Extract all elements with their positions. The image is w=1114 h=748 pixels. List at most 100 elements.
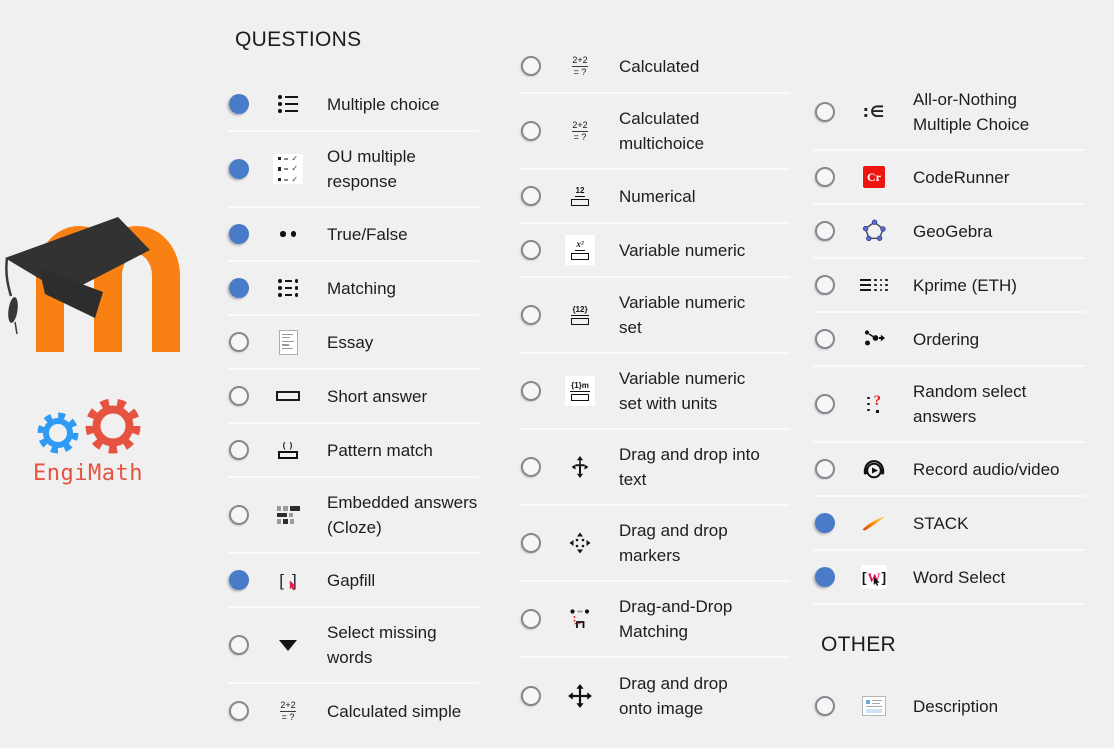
question-type-label: Numerical	[619, 186, 696, 206]
question-type-description[interactable]: Description	[813, 679, 1085, 733]
move-cross-icon	[565, 681, 595, 711]
question-type-label: Short answer	[327, 386, 428, 406]
document-icon	[273, 327, 303, 357]
radio-numerical[interactable]	[521, 186, 541, 206]
radio-select-missing-words[interactable]	[229, 635, 249, 655]
question-type-ordering[interactable]: Ordering	[813, 313, 1085, 367]
radio-record-audio-video[interactable]	[815, 459, 835, 479]
ordering-icon	[859, 324, 889, 354]
radio-gapfill[interactable]	[229, 570, 249, 590]
question-type-variable-numeric[interactable]: x² Variable numeric	[519, 224, 790, 278]
radio-random-select-answers[interactable]	[815, 394, 835, 414]
questions-column-2: 2+2 = ? Calculated 2+2 = ? Calculated mult…	[519, 40, 790, 734]
question-type-essay[interactable]: Essay	[227, 316, 479, 370]
question-type-drag-and-drop-into-text[interactable]: Drag and drop into text	[519, 430, 790, 506]
radio-ordering[interactable]	[815, 329, 835, 349]
questions-column-3: :∈ All-or-Nothing Multiple Choice Cr Cod…	[813, 75, 1085, 733]
question-type-label: GeoGebra	[913, 221, 993, 241]
drag-drop-matching-icon	[565, 604, 595, 634]
radio-variable-numeric-set[interactable]	[521, 305, 541, 325]
radio-true-false[interactable]	[229, 224, 249, 244]
dropdown-arrow-icon	[273, 630, 303, 660]
radio-multiple-choice[interactable]	[229, 94, 249, 114]
list-icon	[273, 89, 303, 119]
question-type-ou-multiple-response[interactable]: ✓ ✓ ✓ OU multiple response	[227, 132, 479, 208]
question-type-label: Select missing words	[327, 623, 437, 667]
question-type-kprime-eth[interactable]: Kprime (ETH)	[813, 259, 1085, 313]
question-type-label: Calculated simple	[327, 701, 462, 721]
question-type-multiple-choice[interactable]: Multiple choice	[227, 78, 479, 132]
radio-matching[interactable]	[229, 278, 249, 298]
radio-description[interactable]	[815, 696, 835, 716]
question-type-label: Description	[913, 696, 999, 716]
word-select-icon: [W]	[859, 562, 889, 592]
gears-icon	[37, 398, 141, 454]
question-type-calculated-multichoice[interactable]: 2+2 = ? Calculated multichoice	[519, 94, 790, 170]
math-sum-icon: 2+2 = ?	[280, 699, 296, 722]
question-type-label: Ordering	[913, 329, 980, 349]
question-type-calculated[interactable]: 2+2 = ? Calculated	[519, 40, 790, 94]
pattern-match-icon: ( )	[273, 435, 303, 465]
question-type-pattern-match[interactable]: ( ) Pattern match	[227, 424, 479, 478]
question-type-matching[interactable]: Matching	[227, 262, 479, 316]
geogebra-icon	[859, 216, 889, 246]
question-type-label: Variable numeric set with units	[619, 369, 746, 413]
element-of-icon: :∈	[862, 102, 886, 121]
radio-geogebra[interactable]	[815, 221, 835, 241]
question-type-drag-and-drop-markers[interactable]: Drag and drop markers	[519, 506, 790, 582]
question-type-geogebra[interactable]: GeoGebra	[813, 205, 1085, 259]
question-type-drag-and-drop-matching[interactable]: Drag-and-Drop Matching	[519, 582, 790, 658]
radio-calculated-multichoice[interactable]	[521, 121, 541, 141]
radio-calculated-simple[interactable]	[229, 701, 249, 721]
question-type-label: Matching	[327, 278, 396, 298]
radio-drag-and-drop-into-text[interactable]	[521, 457, 541, 477]
question-type-record-audio-video[interactable]: Record audio/video	[813, 443, 1085, 497]
radio-drag-and-drop-onto-image[interactable]	[521, 686, 541, 706]
variable-numeric-icon: x²	[565, 235, 595, 265]
radio-ou-multiple-response[interactable]	[229, 159, 249, 179]
radio-calculated[interactable]	[521, 56, 541, 76]
radio-drag-and-drop-matching[interactable]	[521, 609, 541, 629]
radio-stack[interactable]	[815, 513, 835, 533]
radio-word-select[interactable]	[815, 567, 835, 587]
question-type-true-false[interactable]: True/False	[227, 208, 479, 262]
question-type-label: Word Select	[913, 567, 1006, 587]
radio-kprime-eth[interactable]	[815, 275, 835, 295]
radio-variable-numeric[interactable]	[521, 240, 541, 260]
radio-variable-numeric-set-with-units[interactable]	[521, 381, 541, 401]
question-type-gapfill[interactable]: [] Gapfill	[227, 554, 479, 608]
radio-embedded-answers-cloze[interactable]	[229, 505, 249, 525]
moodle-logo	[3, 212, 238, 382]
other-section-header: OTHER	[821, 633, 896, 656]
description-icon	[859, 691, 889, 721]
question-type-label: Multiple choice	[327, 94, 440, 114]
question-type-numerical[interactable]: 12 Numerical	[519, 170, 790, 224]
radio-coderunner[interactable]	[815, 167, 835, 187]
radio-essay[interactable]	[229, 332, 249, 352]
question-type-word-select[interactable]: [W] Word Select	[813, 551, 1085, 605]
radio-pattern-match[interactable]	[229, 440, 249, 460]
radio-drag-and-drop-markers[interactable]	[521, 533, 541, 553]
two-dots-icon	[273, 219, 303, 249]
question-type-select-missing-words[interactable]: Select missing words	[227, 608, 479, 684]
question-type-calculated-simple[interactable]: 2+2 = ? Calculated simple	[227, 684, 479, 738]
question-type-drag-and-drop-onto-image[interactable]: Drag and drop onto image	[519, 658, 790, 734]
question-type-label: STACK	[913, 513, 969, 533]
question-type-label: Embedded answers (Cloze)	[327, 493, 478, 537]
question-type-label: OU multiple response	[327, 147, 416, 191]
questions-column-1: QUESTIONS Multiple choice ✓ ✓ ✓ OU multipl…	[227, 24, 479, 738]
radio-all-or-nothing-multiple-choice[interactable]	[815, 102, 835, 122]
radio-short-answer[interactable]	[229, 386, 249, 406]
drag-drop-markers-icon	[565, 528, 595, 558]
blocks-icon	[273, 500, 303, 530]
question-type-embedded-answers-cloze[interactable]: Embedded answers (Cloze)	[227, 478, 479, 554]
question-type-random-select-answers[interactable]: ? Random select answers	[813, 367, 1085, 443]
question-type-coderunner[interactable]: Cr CodeRunner	[813, 151, 1085, 205]
math-sum-icon: 2+2 = ?	[572, 54, 588, 77]
question-type-all-or-nothing-multiple-choice[interactable]: :∈ All-or-Nothing Multiple Choice	[813, 75, 1085, 151]
question-type-variable-numeric-set-with-units[interactable]: {1}m Variable numeric set with units	[519, 354, 790, 430]
question-type-short-answer[interactable]: Short answer	[227, 370, 479, 424]
question-type-stack[interactable]: STACK	[813, 497, 1085, 551]
question-type-variable-numeric-set[interactable]: {12} Variable numeric set	[519, 278, 790, 354]
